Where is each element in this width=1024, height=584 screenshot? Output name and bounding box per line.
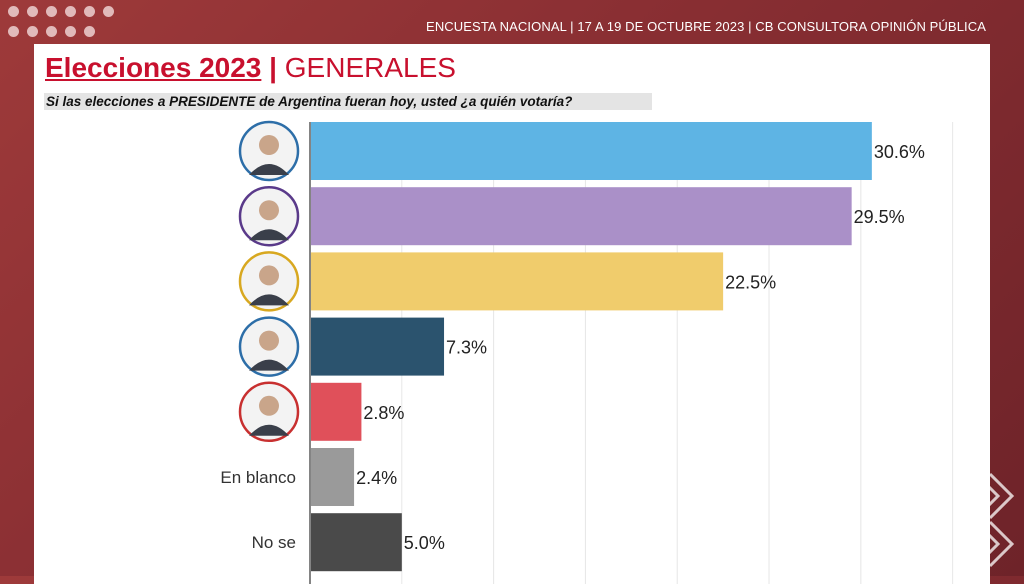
data-label: 7.3% [446, 338, 487, 358]
data-label: 5.0% [404, 533, 445, 553]
avatar-head-icon [259, 395, 279, 416]
data-label: 2.8% [363, 403, 404, 423]
avatar-body-icon [249, 359, 289, 371]
avatar-body-icon [249, 164, 289, 175]
bar [311, 122, 872, 180]
avatar-head-icon [259, 200, 279, 221]
decorative-dots [8, 6, 118, 46]
bar [311, 187, 852, 246]
data-label: 2.4% [356, 468, 397, 488]
chevron-decoration-icon [960, 472, 1015, 568]
page-title: Elecciones 2023 | GENERALES [45, 52, 456, 84]
data-label: 22.5% [725, 272, 776, 292]
avatar-head-icon [259, 265, 279, 286]
title-main: Elecciones 2023 [45, 52, 262, 83]
bar [311, 382, 362, 441]
bar [311, 513, 402, 572]
avatar-body-icon [249, 294, 289, 306]
survey-question: Si las elecciones a PRESIDENTE de Argent… [44, 93, 652, 110]
bar-chart: 30.6% 29.5% 22.5% 7.3% 2.8% 2.4% En blanco 5.0%… [220, 120, 954, 584]
category-label: No se [252, 533, 296, 552]
bar [311, 317, 445, 376]
category-label: En blanco [220, 468, 296, 487]
avatar-head-icon [259, 330, 279, 351]
title-sub: GENERALES [284, 52, 456, 83]
bar [311, 448, 355, 506]
avatar-head-icon [259, 135, 279, 155]
survey-meta: ENCUESTA NACIONAL | 17 A 19 DE OCTUBRE 2… [426, 19, 986, 34]
avatar-body-icon [249, 229, 289, 241]
data-label: 30.6% [874, 142, 925, 162]
title-separator: | [269, 52, 277, 83]
avatar-body-icon [249, 424, 289, 436]
data-label: 29.5% [854, 207, 905, 227]
bar [311, 252, 724, 311]
content-card: Elecciones 2023 | GENERALES Si las elecc… [34, 44, 990, 584]
